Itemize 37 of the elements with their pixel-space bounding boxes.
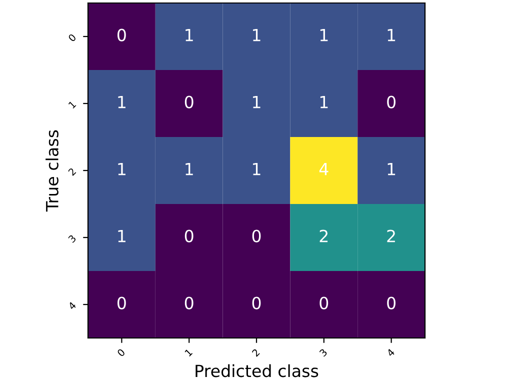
- x-tick-label: 2: [252, 348, 260, 357]
- x-tick-label: 3: [319, 348, 328, 357]
- data-label: 1: [253, 162, 260, 176]
- data-label: 0: [184, 230, 194, 242]
- data-label: 1: [388, 162, 396, 176]
- data-label: 2: [387, 230, 395, 242]
- data-label: 0: [387, 296, 396, 310]
- x-tick-label: 0: [116, 348, 126, 357]
- data-label: 0: [184, 296, 194, 310]
- x-axis-title: Predicted class: [196, 364, 318, 378]
- data-label: 1: [320, 96, 328, 108]
- data-label: 1: [320, 28, 328, 42]
- data-label: 1: [186, 28, 193, 42]
- data-label: 0: [252, 230, 261, 242]
- data-label: 0: [320, 296, 328, 310]
- y-tick-label: 3: [68, 234, 76, 243]
- y-tick-label: 0: [68, 33, 76, 42]
- y-tick-label: 2: [68, 168, 76, 176]
- data-label: 1: [186, 162, 193, 176]
- data-label: 1: [388, 28, 396, 42]
- data-label: 1: [253, 28, 260, 42]
- x-tick-label: 4: [386, 348, 395, 357]
- data-label: 1: [118, 162, 126, 176]
- y-tick-label: 1: [68, 100, 76, 109]
- data-label: 0: [117, 296, 126, 310]
- data-label: 4: [319, 162, 328, 176]
- data-label: 0: [252, 296, 261, 310]
- data-label: 1: [118, 96, 126, 108]
- y-tick-label: 4: [68, 301, 76, 310]
- data-label: 0: [387, 96, 396, 108]
- x-tick-label: 1: [184, 348, 193, 357]
- y-axis-title: True class: [46, 130, 58, 212]
- data-label: 1: [253, 96, 260, 108]
- data-label: 2: [320, 230, 328, 242]
- data-label: 1: [118, 230, 126, 242]
- data-label: 0: [117, 28, 126, 42]
- data-label: 0: [184, 96, 194, 108]
